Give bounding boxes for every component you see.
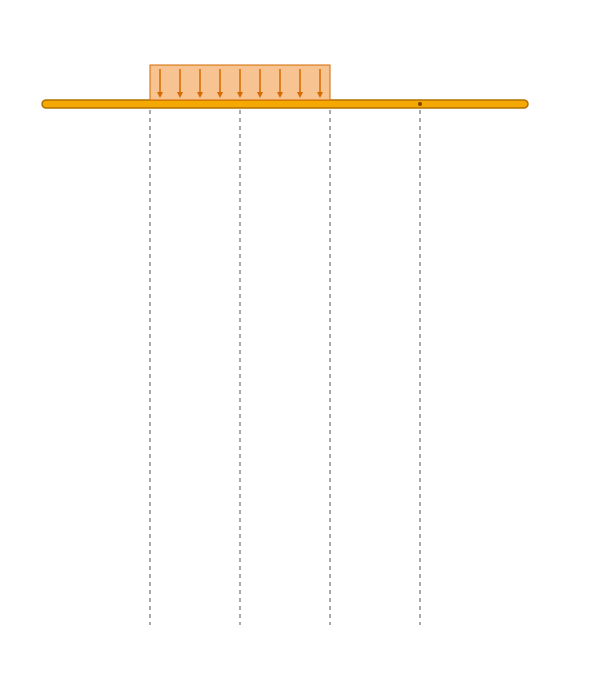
beam	[42, 100, 528, 108]
beam-pin-dot	[418, 102, 422, 106]
